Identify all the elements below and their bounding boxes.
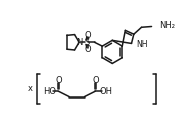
Text: O: O	[55, 76, 62, 85]
Text: N: N	[76, 38, 82, 47]
Text: HO: HO	[43, 87, 56, 96]
Text: x: x	[28, 84, 33, 93]
Text: S: S	[84, 38, 89, 47]
Text: NH: NH	[136, 40, 148, 50]
Text: NH₂: NH₂	[159, 21, 175, 30]
Text: O: O	[92, 76, 99, 85]
Text: O: O	[84, 45, 91, 54]
Text: O: O	[84, 31, 91, 40]
Text: OH: OH	[100, 87, 113, 96]
